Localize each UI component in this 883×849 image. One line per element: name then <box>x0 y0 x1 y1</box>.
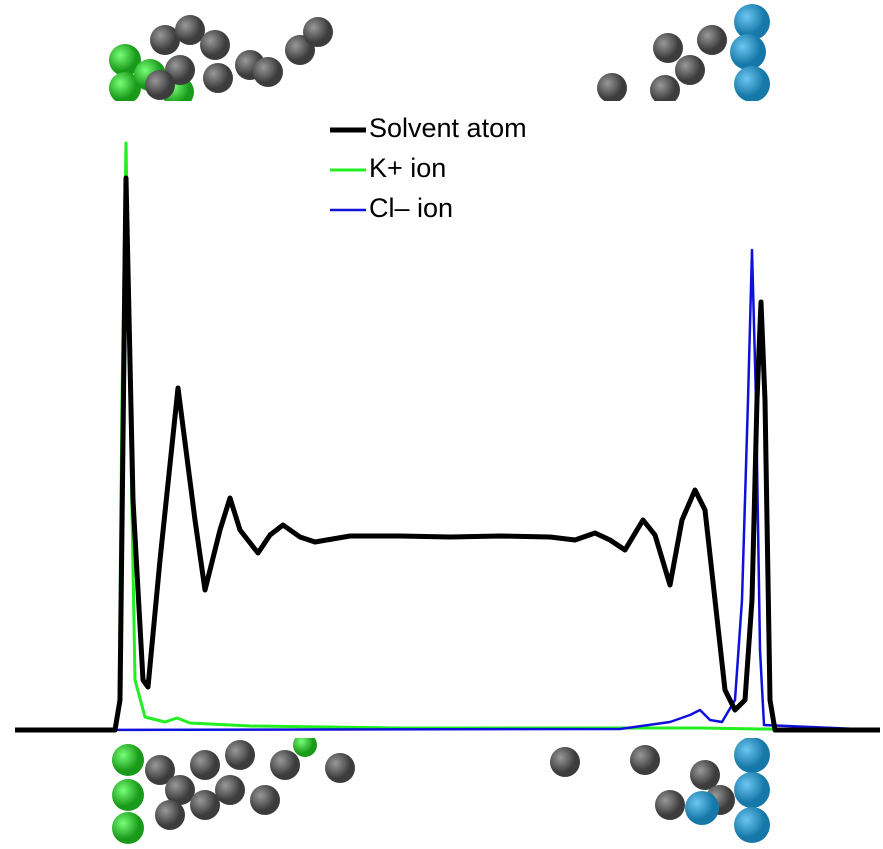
chart: Solvent atom K+ ion Cl– ion <box>0 0 883 849</box>
legend-label: Cl– ion <box>369 193 453 223</box>
legend-label: Solvent atom <box>369 113 527 143</box>
molecules-bottom <box>0 728 883 844</box>
legend-label: K+ ion <box>369 153 446 183</box>
series-line <box>15 178 880 730</box>
molecules-top <box>0 4 883 121</box>
